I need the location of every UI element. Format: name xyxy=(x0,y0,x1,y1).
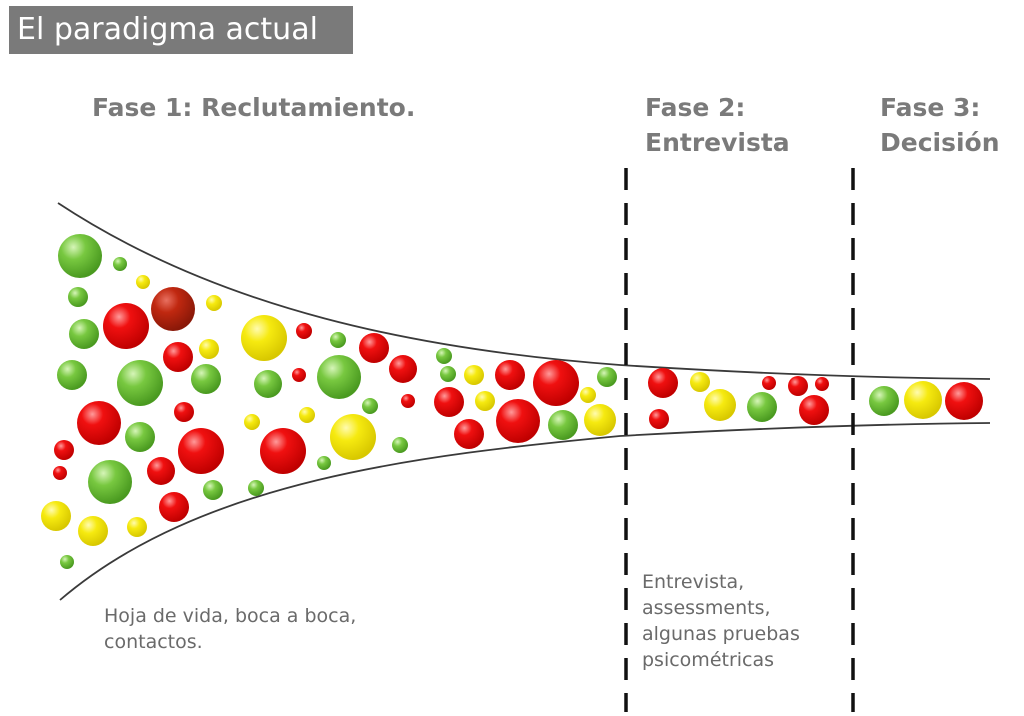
green-ball xyxy=(869,386,899,416)
phase-3-line-1: Fase 3: xyxy=(880,93,981,122)
yellow-ball xyxy=(690,372,710,392)
funnel-top-edge xyxy=(57,202,991,380)
red-ball xyxy=(815,377,829,391)
green-ball xyxy=(436,348,452,364)
red-ball xyxy=(292,368,306,382)
yellow-ball xyxy=(136,275,150,289)
green-ball xyxy=(125,422,155,452)
red-ball xyxy=(260,428,306,474)
green-ball xyxy=(317,355,361,399)
green-ball xyxy=(117,360,163,406)
funnel-bottom-edge xyxy=(59,422,991,601)
phase-1-note: Hoja de vida, boca a boca, contactos. xyxy=(104,603,356,655)
phase-2-line-1: Fase 2: xyxy=(645,93,746,122)
red-ball xyxy=(496,399,540,443)
red-ball xyxy=(54,440,74,460)
red-ball xyxy=(945,382,983,420)
phase-2-note: Entrevista, assessments, algunas pruebas… xyxy=(642,569,800,673)
yellow-ball xyxy=(904,381,942,419)
red-ball xyxy=(762,376,776,390)
green-ball xyxy=(203,480,223,500)
red-ball xyxy=(77,401,121,445)
green-ball xyxy=(57,360,87,390)
green-ball xyxy=(68,287,88,307)
red-ball xyxy=(389,355,417,383)
phase-2-title: Fase 2: Entrevista xyxy=(645,90,790,160)
green-ball xyxy=(362,398,378,414)
red-ball xyxy=(648,368,678,398)
phase-1-note-line-2: contactos. xyxy=(104,631,203,653)
red-ball xyxy=(178,428,224,474)
red-ball xyxy=(359,333,389,363)
yellow-ball xyxy=(41,501,71,531)
green-ball xyxy=(597,367,617,387)
red-ball xyxy=(649,409,669,429)
green-ball xyxy=(88,460,132,504)
yellow-ball xyxy=(464,365,484,385)
green-ball xyxy=(191,364,221,394)
phase-2-note-line-3: algunas pruebas xyxy=(642,623,800,645)
phase-2-note-line-4: psicométricas xyxy=(642,649,775,671)
yellow-ball xyxy=(299,407,315,423)
green-ball xyxy=(440,366,456,382)
yellow-ball xyxy=(330,414,376,460)
red-ball xyxy=(296,323,312,339)
phase-2-note-line-2: assessments, xyxy=(642,597,771,619)
red-ball xyxy=(799,395,829,425)
green-ball xyxy=(392,437,408,453)
red-ball xyxy=(434,387,464,417)
green-ball xyxy=(248,480,264,496)
yellow-ball xyxy=(584,404,616,436)
green-ball xyxy=(58,234,102,278)
green-ball xyxy=(330,332,346,348)
green-ball xyxy=(254,370,282,398)
phase-1-title: Fase 1: Reclutamiento. xyxy=(92,90,415,125)
red-ball xyxy=(53,466,67,480)
title-banner xyxy=(9,6,353,54)
green-ball xyxy=(60,555,74,569)
red-ball xyxy=(401,394,415,408)
red-ball xyxy=(159,492,189,522)
red-ball xyxy=(533,360,579,406)
green-ball xyxy=(69,319,99,349)
yellow-ball xyxy=(704,389,736,421)
phase-1-note-line-1: Hoja de vida, boca a boca, xyxy=(104,605,357,627)
red-ball xyxy=(495,360,525,390)
red-ball xyxy=(103,303,149,349)
candidate-balls xyxy=(41,234,983,569)
dark-red-ball xyxy=(151,287,195,331)
yellow-ball xyxy=(127,517,147,537)
phase-1-line-1: Fase 1: Reclutamiento. xyxy=(92,93,416,122)
yellow-ball xyxy=(206,295,222,311)
green-ball xyxy=(548,410,578,440)
red-ball xyxy=(788,376,808,396)
green-ball xyxy=(747,392,777,422)
red-ball xyxy=(454,419,484,449)
page-title: El paradigma actual xyxy=(17,12,318,47)
phase-2-line-2: Entrevista xyxy=(645,128,790,157)
red-ball xyxy=(147,457,175,485)
yellow-ball xyxy=(199,339,219,359)
yellow-ball xyxy=(475,391,495,411)
green-ball xyxy=(113,257,127,271)
yellow-ball xyxy=(580,387,596,403)
green-ball xyxy=(317,456,331,470)
phase-3-title: Fase 3: Decisión xyxy=(880,90,1000,160)
phase-2-note-line-1: Entrevista, xyxy=(642,571,745,593)
yellow-ball xyxy=(241,315,287,361)
phase-3-line-2: Decisión xyxy=(880,128,1000,157)
yellow-ball xyxy=(244,414,260,430)
yellow-ball xyxy=(78,516,108,546)
red-ball xyxy=(174,402,194,422)
red-ball xyxy=(163,342,193,372)
